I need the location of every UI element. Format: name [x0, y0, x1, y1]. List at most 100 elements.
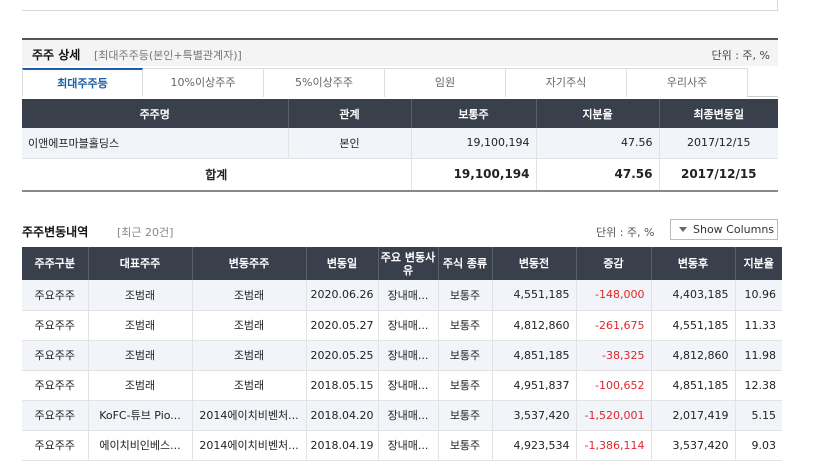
cell-ratio: 9.03 [735, 430, 782, 461]
cell-holder[interactable]: 조범래 [192, 370, 307, 401]
top-divider [22, 10, 778, 11]
show-columns-button[interactable]: Show Columns [670, 219, 778, 240]
chevron-down-icon [679, 227, 687, 232]
shareholder-change-header: 주주변동내역 [최근 20건] 단위 : 주, % Show Columns [22, 216, 778, 244]
cell-before: 4,551,185 [492, 280, 577, 311]
cell-relation: 본인 [288, 128, 412, 159]
cell-type: 주요주주 [22, 280, 89, 311]
cell-reason: 장내매... [378, 370, 439, 401]
tab-employee-stock[interactable]: 우리사주 [627, 68, 748, 97]
cell-rep[interactable]: 조범래 [88, 280, 193, 311]
total-row: 합계 19,100,194 47.56 2017/12/15 [22, 157, 778, 192]
cell-ratio: 47.56 [536, 128, 660, 159]
tab-5pct-shareholders[interactable]: 5%이상주주 [264, 68, 385, 97]
cell-type: 주요주주 [22, 340, 89, 371]
cell-ratio: 11.98 [735, 340, 782, 371]
cell-rep[interactable]: 조범래 [88, 370, 193, 401]
cell-holder[interactable]: 2014에이치비벤처... [192, 400, 307, 431]
tab-treasury-stock[interactable]: 자기주식 [506, 68, 627, 97]
cell-before: 3,537,420 [492, 400, 577, 431]
table-row: 주요주주 조범래 조범래 2020.05.25 장내매... 보통주 4,851… [22, 340, 782, 371]
cell-kind: 보통주 [438, 310, 493, 341]
cell-before: 4,951,837 [492, 370, 577, 401]
cell-holder[interactable]: 조범래 [192, 340, 307, 371]
cell-common: 19,100,194 [411, 128, 537, 159]
table-row: 주요주주 조범래 조범래 2018.05.15 장내매... 보통주 4,951… [22, 370, 782, 401]
shareholder-tabs: 최대주주등 10%이상주주 5%이상주주 임원 자기주식 우리사주 [22, 68, 778, 97]
col-header-before: 변동전 [492, 247, 577, 280]
cell-type: 주요주주 [22, 430, 89, 461]
table-row: 주요주주 에이치비인베스... 2014에이치비벤처... 2018.04.19… [22, 430, 782, 461]
col-header-rep: 대표주주 [88, 247, 193, 280]
cell-reason: 장내매... [378, 310, 439, 341]
cell-after: 2,017,419 [651, 400, 736, 431]
tab-major-shareholders[interactable]: 최대주주등 [22, 68, 143, 97]
shareholder-detail-subtitle: [최대주주등(본인+특별관계자)] [94, 49, 242, 62]
cell-reason: 장내매... [378, 280, 439, 311]
show-columns-label: Show Columns [693, 223, 775, 236]
cell-rep[interactable]: KoFC-튜브 Pio... [88, 400, 193, 431]
col-header-relation: 관계 [288, 99, 412, 128]
table-row: 주요주주 조범래 조범래 2020.06.26 장내매... 보통주 4,551… [22, 280, 782, 311]
cell-holder[interactable]: 2014에이치비벤처... [192, 430, 307, 461]
col-header-after: 변동후 [651, 247, 736, 280]
cell-kind: 보통주 [438, 340, 493, 371]
tab-executives[interactable]: 임원 [385, 68, 506, 97]
cell-date: 2020.05.25 [306, 340, 379, 371]
cell-change: -261,675 [576, 310, 652, 341]
cell-reason: 장내매... [378, 340, 439, 371]
cell-before: 4,812,860 [492, 310, 577, 341]
col-header-type: 주주구분 [22, 247, 89, 280]
cell-reason: 장내매... [378, 400, 439, 431]
cell-change: -1,520,001 [576, 400, 652, 431]
total-ratio: 47.56 [536, 157, 660, 192]
total-date: 2017/12/15 [659, 157, 778, 192]
table-row: 이앤에프마블홀딩스 본인 19,100,194 47.56 2017/12/15 [22, 128, 778, 159]
col-header-kind: 주식 종류 [438, 247, 493, 280]
cell-type: 주요주주 [22, 370, 89, 401]
cell-type: 주요주주 [22, 310, 89, 341]
table-row: 주요주주 KoFC-튜브 Pio... 2014에이치비벤처... 2018.0… [22, 400, 782, 431]
cell-reason: 장내매... [378, 430, 439, 461]
col-header-last-change: 최종변동일 [659, 99, 778, 128]
cell-before: 4,851,185 [492, 340, 577, 371]
cell-after: 3,537,420 [651, 430, 736, 461]
col-header-ratio: 지분율 [536, 99, 660, 128]
cell-date: 2018.05.15 [306, 370, 379, 401]
shareholder-detail-header: 주주 상세 [최대주주등(본인+특별관계자)] 단위 : 주, % [22, 38, 778, 66]
col-header-holder: 변동주주 [192, 247, 307, 280]
shareholder-change-subtitle: [최근 20건] [117, 226, 174, 239]
table-header-row: 주주명 관계 보통주 지분율 최종변동일 [22, 99, 778, 128]
col-header-reason: 주요 변동사유 [378, 247, 439, 280]
total-common: 19,100,194 [411, 157, 537, 192]
major-shareholder-table: 주주명 관계 보통주 지분율 최종변동일 이앤에프마블홀딩스 본인 19,100… [22, 99, 778, 192]
cell-rep[interactable]: 조범래 [88, 340, 193, 371]
col-header-ratio: 지분율 [735, 247, 782, 280]
col-header-date: 변동일 [306, 247, 379, 280]
cell-ratio: 5.15 [735, 400, 782, 431]
cell-date: 2018.04.19 [306, 430, 379, 461]
cell-date: 2018.04.20 [306, 400, 379, 431]
cell-after: 4,403,185 [651, 280, 736, 311]
cell-after: 4,851,185 [651, 370, 736, 401]
cell-change: -1,386,114 [576, 430, 652, 461]
cell-change: -38,325 [576, 340, 652, 371]
cell-after: 4,551,185 [651, 310, 736, 341]
cell-rep[interactable]: 에이치비인베스... [88, 430, 193, 461]
col-header-common: 보통주 [411, 99, 537, 128]
cell-rep[interactable]: 조범래 [88, 310, 193, 341]
cell-holder[interactable]: 조범래 [192, 280, 307, 311]
cell-kind: 보통주 [438, 280, 493, 311]
top-vertical-divider [777, 0, 778, 11]
tab-10pct-shareholders[interactable]: 10%이상주주 [143, 68, 264, 97]
table-header-row: 주주구분 대표주주 변동주주 변동일 주요 변동사유 주식 종류 변동전 증감 … [22, 247, 782, 280]
cell-holder[interactable]: 조범래 [192, 310, 307, 341]
cell-before: 4,923,534 [492, 430, 577, 461]
cell-kind: 보통주 [438, 430, 493, 461]
shareholder-change-unit: 단위 : 주, % [596, 226, 655, 239]
cell-kind: 보통주 [438, 370, 493, 401]
shareholder-detail-title: 주주 상세 [32, 48, 81, 62]
cell-name: 이앤에프마블홀딩스 [22, 128, 289, 159]
cell-change: -100,652 [576, 370, 652, 401]
shareholder-detail-unit: 단위 : 주, % [711, 49, 770, 62]
